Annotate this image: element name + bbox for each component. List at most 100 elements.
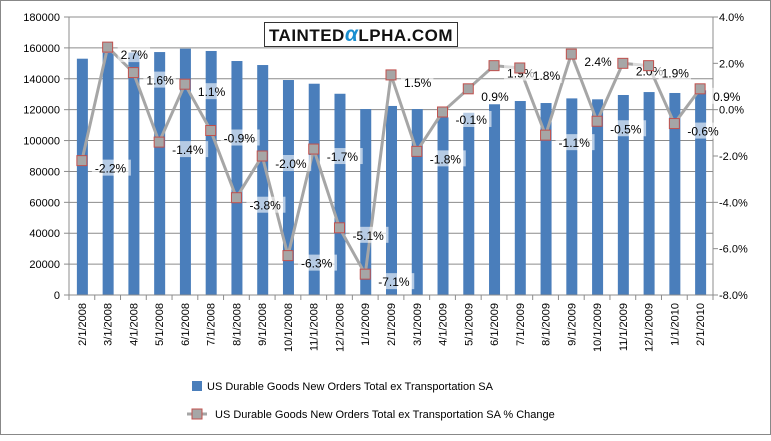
data-label: 2.4% xyxy=(584,55,612,69)
bar xyxy=(308,83,320,295)
line-marker xyxy=(488,60,500,72)
x-tick-label: 7/1/2008 xyxy=(206,303,218,346)
data-label-bg xyxy=(272,155,312,171)
data-label-bg xyxy=(375,273,415,290)
bar xyxy=(257,65,269,295)
y-tick-label: 160000 xyxy=(23,43,60,55)
x-tick-label: 2/1/2008 xyxy=(77,303,89,346)
line-marker xyxy=(462,83,474,95)
line-marker xyxy=(333,222,345,234)
line-marker xyxy=(565,48,577,60)
bar xyxy=(489,104,501,295)
bar xyxy=(617,94,629,295)
y2-tick-label: 2.0% xyxy=(719,58,744,70)
x-tick-label: 11/1/2009 xyxy=(618,303,630,351)
data-label: -0.1% xyxy=(456,113,488,127)
x-tick-label: 3/1/2008 xyxy=(103,303,115,346)
y-tick-label: 140000 xyxy=(23,74,60,86)
data-label-bg xyxy=(220,129,260,146)
bar xyxy=(76,58,88,296)
y-tick-label: 0 xyxy=(54,290,60,302)
data-label: -1.7% xyxy=(327,150,359,164)
data-label-bg xyxy=(710,87,743,104)
data-label: 0.9% xyxy=(481,90,509,104)
line-marker xyxy=(694,83,706,95)
x-tick-label: 2/1/2010 xyxy=(695,303,707,346)
logo-text-end: LPHA.COM xyxy=(358,26,454,45)
data-label-bg xyxy=(581,53,614,70)
bar xyxy=(205,50,217,295)
data-label-bg xyxy=(246,196,286,213)
x-tick-label: 2/1/2009 xyxy=(386,303,398,346)
y2-tick-label: -2.0% xyxy=(719,151,748,163)
x-tick-label: 5/1/2009 xyxy=(463,303,475,346)
line-marker xyxy=(230,192,242,204)
data-label: -2.0% xyxy=(275,157,307,171)
line-marker xyxy=(153,136,165,148)
data-label-bg xyxy=(323,148,363,165)
x-tick-label: 11/1/2008 xyxy=(309,303,321,351)
data-label-bg xyxy=(452,110,492,127)
x-tick-label: 4/1/2008 xyxy=(128,303,140,346)
x-tick-label: 1/1/2009 xyxy=(360,303,372,346)
legend-label-line: US Durable Goods New Orders Total ex Tra… xyxy=(215,409,555,421)
data-label-bg xyxy=(117,46,151,63)
bar xyxy=(231,61,243,296)
y2-tick-label: -4.0% xyxy=(719,197,748,209)
bar xyxy=(128,52,140,296)
line-marker xyxy=(127,67,139,79)
bar xyxy=(669,92,681,295)
data-label: 0.9% xyxy=(713,90,741,104)
data-label-bg xyxy=(143,71,176,88)
data-label: -0.5% xyxy=(610,122,642,136)
bar xyxy=(566,98,578,296)
x-tick-label: 12/1/2009 xyxy=(644,303,656,352)
data-label-bg xyxy=(401,73,434,90)
data-label: -7.1% xyxy=(378,275,410,289)
line-marker xyxy=(385,69,397,81)
bar xyxy=(592,99,604,296)
bar xyxy=(360,109,372,295)
data-label: 1.5% xyxy=(404,76,432,90)
data-label-bg xyxy=(607,120,647,137)
y-tick-label: 100000 xyxy=(23,136,60,148)
data-label-bg xyxy=(194,83,228,100)
bar xyxy=(334,93,346,296)
bar xyxy=(643,92,655,295)
bar xyxy=(179,48,191,296)
legend-swatch-marker xyxy=(191,408,203,420)
legend-swatch-bar xyxy=(192,381,202,391)
data-label-bg xyxy=(349,226,389,243)
x-tick-label: 9/1/2008 xyxy=(257,303,269,346)
data-label-bg xyxy=(555,134,595,151)
line-marker xyxy=(282,250,294,262)
data-label: 1.1% xyxy=(198,85,226,99)
y2-tick-label: -8.0% xyxy=(719,290,748,302)
data-label-bg xyxy=(426,150,466,167)
line-marker xyxy=(643,60,655,72)
bar xyxy=(463,112,475,295)
y-tick-label: 40000 xyxy=(29,228,60,240)
x-tick-label: 8/1/2008 xyxy=(231,303,243,346)
data-label: -6.3% xyxy=(301,257,333,271)
data-label: -0.9% xyxy=(224,132,256,146)
data-label: 1.8% xyxy=(533,69,561,83)
bar xyxy=(695,90,707,295)
legend-label-bar: US Durable Goods New Orders Total ex Tra… xyxy=(207,381,494,393)
bar xyxy=(154,52,166,296)
bar xyxy=(282,80,294,295)
x-tick-label: 6/1/2008 xyxy=(180,303,192,346)
data-label: -1.1% xyxy=(559,136,591,150)
x-tick-label: 9/1/2009 xyxy=(566,303,578,346)
data-label: -1.4% xyxy=(172,143,204,157)
data-label-bg xyxy=(478,87,511,104)
logo-text: TAINTED xyxy=(268,26,345,45)
data-label-bg xyxy=(684,122,724,139)
line-marker xyxy=(179,78,191,90)
data-label-bg xyxy=(297,254,337,271)
y-tick-label: 120000 xyxy=(23,105,60,117)
data-label-bg xyxy=(169,141,209,158)
x-tick-label: 5/1/2008 xyxy=(154,303,166,346)
